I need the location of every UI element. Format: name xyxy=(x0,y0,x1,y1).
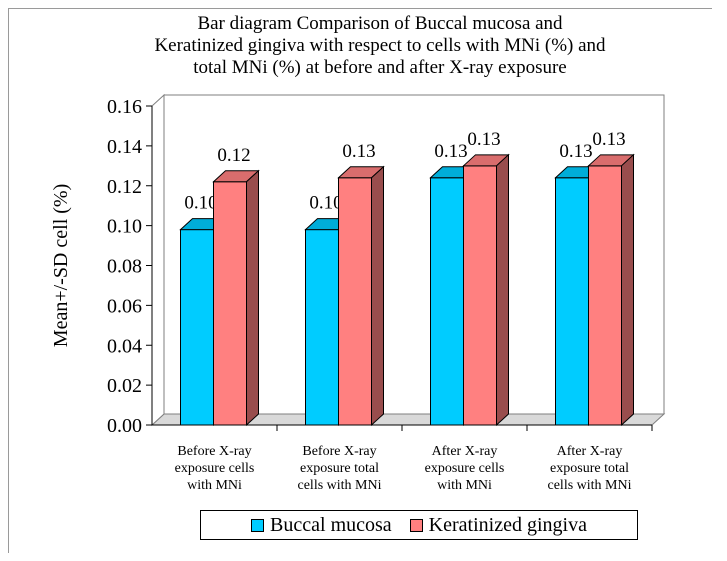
y-tick-label: 0.04 xyxy=(107,335,142,357)
x-tick-label-4: cells with MNi xyxy=(548,478,632,493)
bar-gingiva-3 xyxy=(463,165,497,426)
chart-title-line-3: total MNi (%) at before and after X-ray … xyxy=(193,57,567,78)
data-label-gingiva-4: 0.13 xyxy=(592,129,625,150)
legend: Buccal mucosa Keratinized gingiva xyxy=(200,510,638,540)
y-tick-label: 0.06 xyxy=(107,295,142,317)
chart-title-line-2: Keratinized gingiva with respect to cell… xyxy=(154,35,606,56)
x-tick-label-2: Before X-ray xyxy=(302,444,376,459)
chart-title-line-1: Bar diagram Comparison of Buccal mucosa … xyxy=(197,13,563,34)
bar-side-gingiva-4 xyxy=(621,153,634,427)
y-tick-label: 0.16 xyxy=(107,96,142,118)
data-label-gingiva-1: 0.12 xyxy=(217,145,250,166)
bar-side-gingiva-1 xyxy=(246,169,259,427)
data-label-buccal-4: 0.13 xyxy=(559,141,592,162)
y-tick-label: 0.10 xyxy=(107,216,142,238)
chart-frame xyxy=(8,8,712,553)
data-label-buccal-1: 0.10 xyxy=(184,193,217,214)
bar-buccal-3 xyxy=(430,177,464,426)
x-tick-label-3: with MNi xyxy=(437,478,492,493)
legend-swatch-buccal xyxy=(251,518,265,532)
legend-swatch-gingiva xyxy=(409,518,423,532)
bar-gingiva-2 xyxy=(338,177,372,426)
x-tick-label-4: After X-ray xyxy=(557,444,623,459)
y-tick-label: 0.14 xyxy=(107,136,142,158)
bar-gingiva-4 xyxy=(588,165,622,426)
y-tick-label: 0.08 xyxy=(107,256,142,278)
legend-item-gingiva: Keratinized gingiva xyxy=(409,513,587,537)
legend-item-buccal: Buccal mucosa xyxy=(251,514,392,537)
legend-label-buccal: Buccal mucosa xyxy=(270,513,392,536)
x-tick-label-4: exposure total xyxy=(550,461,629,476)
data-label-gingiva-3: 0.13 xyxy=(467,129,500,150)
y-tick-label: 0.00 xyxy=(107,415,142,437)
legend-label-gingiva: Keratinized gingiva xyxy=(428,513,587,536)
x-tick-label-2: exposure total xyxy=(300,461,379,476)
x-tick-label-3: exposure cells xyxy=(425,461,505,476)
y-tick-label: 0.12 xyxy=(107,176,142,198)
x-tick-label-1: exposure cells xyxy=(175,461,255,476)
bar-buccal-2 xyxy=(305,229,339,426)
data-label-buccal-3: 0.13 xyxy=(434,141,467,162)
data-label-gingiva-2: 0.13 xyxy=(342,141,375,162)
y-tick-label: 0.02 xyxy=(107,375,142,397)
x-tick-label-3: After X-ray xyxy=(432,444,498,459)
x-tick-label-2: cells with MNi xyxy=(298,478,382,493)
bar-gingiva-1 xyxy=(213,181,247,426)
bar-buccal-1 xyxy=(180,229,214,426)
x-tick-label-1: Before X-ray xyxy=(177,444,251,459)
x-tick-label-1: with MNi xyxy=(187,478,242,493)
bar-side-gingiva-3 xyxy=(496,153,509,427)
side-wall xyxy=(151,93,165,427)
y-axis-label: Mean+/-SD cell (%) xyxy=(50,184,72,347)
bar-side-gingiva-2 xyxy=(371,165,384,427)
bar-buccal-4 xyxy=(555,177,589,426)
data-label-buccal-2: 0.10 xyxy=(309,193,342,214)
